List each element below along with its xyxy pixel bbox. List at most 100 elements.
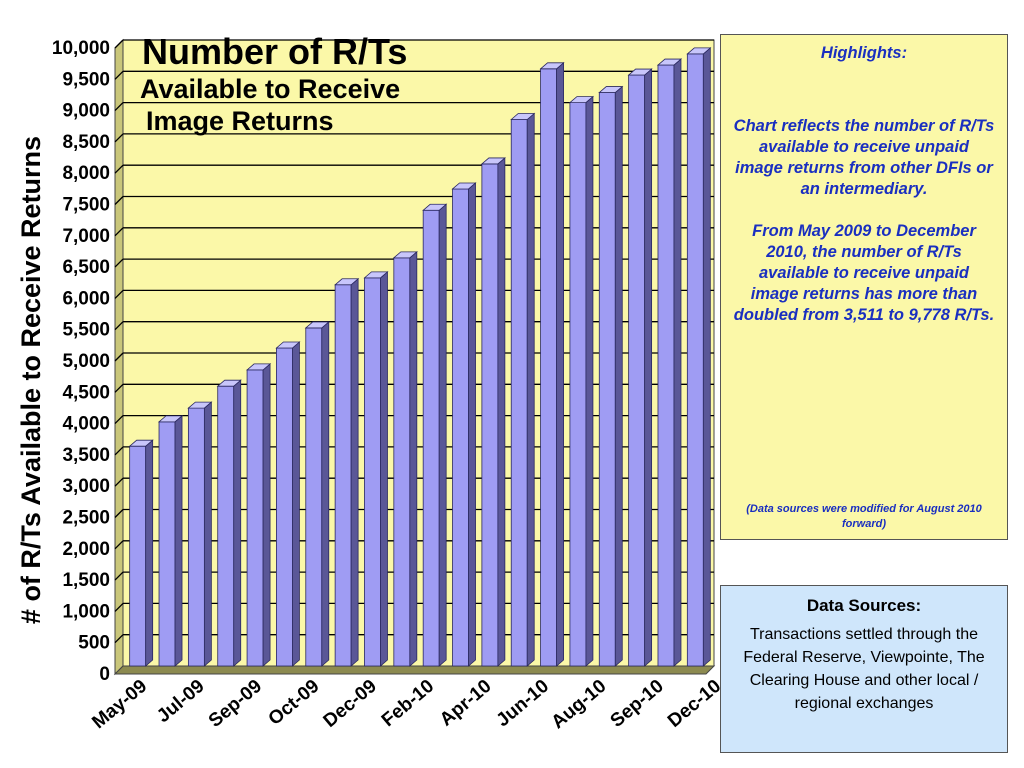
- bar-side: [614, 85, 623, 667]
- bar-side: [174, 414, 183, 667]
- gridline-side: [114, 415, 124, 425]
- gridline-side: [114, 164, 124, 174]
- bar: [627, 68, 653, 667]
- bar-side: [526, 112, 535, 667]
- bar-top: [304, 321, 330, 329]
- bar-chart: 0 500 1,000 1,500 2,000 2,500 3,000 3,500 4,000 4…: [16, 31, 720, 733]
- bar-top: [363, 271, 389, 279]
- bar-front: [158, 421, 176, 667]
- y-tick-label: 6,000: [62, 288, 110, 309]
- bar: [510, 112, 536, 667]
- gridline-side: [114, 540, 124, 550]
- bar-front: [217, 385, 235, 667]
- bar-side: [203, 401, 212, 667]
- bar-side: [497, 157, 506, 667]
- x-tick-label: Apr-10: [436, 676, 496, 731]
- bar-top: [568, 96, 595, 103]
- bar-front: [129, 445, 147, 667]
- chart-subtitle-line-1: Available to Receive: [140, 74, 400, 104]
- y-tick-label: 9,500: [62, 69, 110, 90]
- y-tick-label: 2,500: [62, 508, 110, 529]
- bar-side: [702, 47, 711, 667]
- bar: [422, 203, 448, 667]
- x-tick-label: Jun-10: [493, 676, 553, 731]
- x-tick-label: May-09: [88, 676, 151, 733]
- bar-side: [145, 439, 154, 667]
- y-tick-label: 9,000: [62, 101, 110, 122]
- bar-top: [392, 251, 418, 259]
- bar-front: [540, 68, 557, 667]
- x-tick-label: Oct-09: [265, 676, 324, 730]
- bar: [187, 401, 213, 667]
- bar-top: [157, 415, 184, 423]
- y-tick-label: 0: [99, 664, 110, 685]
- gridline-side: [114, 352, 124, 362]
- bar-top: [539, 62, 565, 70]
- gridline-side: [114, 196, 124, 205]
- bar-front: [246, 369, 264, 667]
- plot-floor: [113, 665, 716, 675]
- y-tick-label: 5,000: [62, 351, 110, 372]
- x-tick-label: Jul-09: [153, 676, 209, 727]
- bar: [392, 250, 418, 667]
- y-tick-label: 5,500: [62, 320, 110, 341]
- bar: [216, 379, 242, 667]
- y-tick-label: 7,000: [62, 226, 110, 247]
- y-tick-label: 4,500: [62, 382, 110, 403]
- gridline-side: [114, 571, 124, 581]
- bar-front: [598, 92, 616, 667]
- data-sources-panel: Data Sources: Transactions settled throu…: [720, 585, 1008, 753]
- gridline-side: [114, 258, 124, 268]
- y-tick-label: 8,000: [62, 163, 110, 184]
- bar-front: [276, 347, 293, 667]
- bar-side: [292, 341, 300, 667]
- gridline-side: [114, 383, 124, 393]
- bar-side: [262, 363, 271, 667]
- x-tick-label: Sep-10: [607, 676, 668, 732]
- bar-top: [627, 68, 653, 76]
- bar-side: [409, 250, 418, 667]
- bar-side: [321, 321, 330, 667]
- x-tick-label: Feb-10: [378, 676, 438, 731]
- bar: [598, 85, 624, 667]
- bar-front: [569, 102, 587, 667]
- chart-title: Number of R/Ts: [142, 31, 407, 72]
- y-tick-label: 8,500: [62, 132, 110, 153]
- y-tick-label: 7,500: [62, 195, 110, 216]
- bar-front: [305, 327, 323, 667]
- gridline-side: [114, 70, 124, 80]
- bar-side: [585, 95, 594, 667]
- x-tick-label: Aug-10: [548, 676, 611, 733]
- bar-top: [480, 157, 506, 165]
- data-sources-title: Data Sources:: [806, 596, 922, 615]
- y-tick-label: 2,000: [62, 539, 110, 560]
- y-tick-label: 1,500: [62, 570, 110, 591]
- bar: [539, 61, 565, 667]
- bar-front: [422, 209, 440, 667]
- bar-top: [656, 58, 683, 66]
- bar-top: [334, 278, 360, 286]
- gridline-side: [114, 102, 124, 112]
- bar-top: [245, 363, 272, 371]
- bar: [480, 157, 506, 667]
- bar-front: [481, 163, 499, 667]
- gridline-side: [114, 509, 124, 518]
- highlights-panel: Highlights: Chart reflects the number of…: [720, 34, 1008, 540]
- bar: [656, 58, 683, 667]
- bar-side: [644, 68, 653, 667]
- bar-side: [468, 182, 476, 667]
- y-tick-label: 1,000: [62, 601, 110, 622]
- y-tick-label: 3,500: [62, 445, 110, 466]
- gridline-side: [114, 602, 124, 612]
- bar-top: [451, 182, 477, 190]
- bar: [686, 47, 712, 667]
- data-sources-body: Transactions settled through the Federal…: [743, 626, 985, 712]
- bar-top: [275, 341, 301, 349]
- gridline-side: [114, 446, 124, 456]
- y-tick-labels: 0 500 1,000 1,500 2,000 2,500 3,000 3,500 4,000 4…: [52, 38, 110, 685]
- gridline-side: [114, 227, 124, 237]
- highlights-heading: Highlights:: [820, 44, 908, 62]
- y-tick-label: 6,500: [62, 257, 110, 278]
- bar: [157, 414, 184, 667]
- x-tick-label: Dec-10: [664, 676, 720, 732]
